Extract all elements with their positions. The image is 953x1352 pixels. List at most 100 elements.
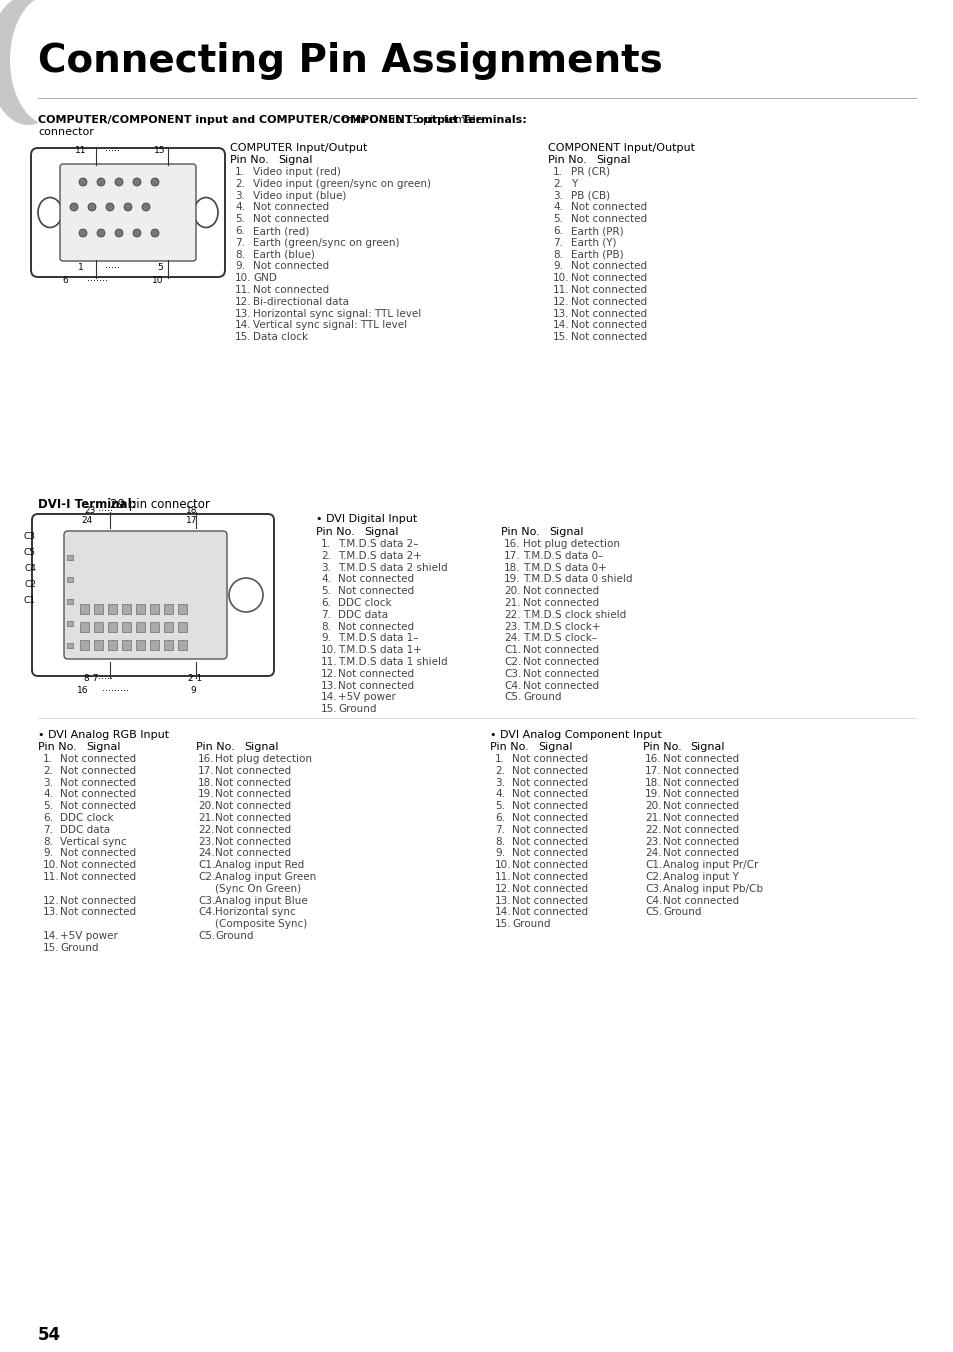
Bar xyxy=(122,622,131,631)
Text: Data clock: Data clock xyxy=(253,333,308,342)
Text: Not connected: Not connected xyxy=(60,802,136,811)
Text: PB (CB): PB (CB) xyxy=(571,191,610,200)
Text: DDC clock: DDC clock xyxy=(60,813,113,823)
Text: Not connected: Not connected xyxy=(337,669,414,679)
Text: Not connected: Not connected xyxy=(214,813,291,823)
Text: 8.: 8. xyxy=(495,837,504,846)
Text: C3: C3 xyxy=(24,531,36,541)
Text: Signal: Signal xyxy=(548,527,583,537)
Text: 11.: 11. xyxy=(43,872,59,882)
Text: Not connected: Not connected xyxy=(662,837,739,846)
Text: Not connected: Not connected xyxy=(512,860,587,871)
Text: Not connected: Not connected xyxy=(60,849,136,859)
Text: 12.: 12. xyxy=(320,669,337,679)
Text: 11.: 11. xyxy=(320,657,337,667)
Text: connector: connector xyxy=(38,127,93,137)
Text: Ground: Ground xyxy=(337,704,376,714)
Ellipse shape xyxy=(193,197,218,227)
Text: 6: 6 xyxy=(62,276,68,285)
Text: Not connected: Not connected xyxy=(512,813,587,823)
Text: Not connected: Not connected xyxy=(662,813,739,823)
Text: 1.: 1. xyxy=(43,754,53,764)
Bar xyxy=(164,639,172,650)
Text: Not connected: Not connected xyxy=(512,837,587,846)
Text: 9.: 9. xyxy=(320,633,331,644)
Text: Earth (green/sync on green): Earth (green/sync on green) xyxy=(253,238,399,247)
Text: (Composite Sync): (Composite Sync) xyxy=(214,919,307,929)
Text: 11.: 11. xyxy=(495,872,511,882)
Text: Ground: Ground xyxy=(214,932,253,941)
Text: 23.: 23. xyxy=(198,837,214,846)
Text: 20.: 20. xyxy=(503,587,520,596)
Bar xyxy=(122,604,131,614)
Text: 6.: 6. xyxy=(320,598,331,608)
Text: 21.: 21. xyxy=(198,813,214,823)
Text: 15: 15 xyxy=(154,146,166,155)
Text: 13.: 13. xyxy=(43,907,59,918)
Text: 2.: 2. xyxy=(43,765,53,776)
Ellipse shape xyxy=(132,178,141,187)
Text: Horizontal sync: Horizontal sync xyxy=(214,907,295,918)
Text: T.M.D.S data 2+: T.M.D.S data 2+ xyxy=(337,550,421,561)
Text: 1.: 1. xyxy=(234,168,245,177)
Ellipse shape xyxy=(151,228,159,237)
Text: Video input (blue): Video input (blue) xyxy=(253,191,346,200)
Text: Earth (PR): Earth (PR) xyxy=(571,226,623,237)
Bar xyxy=(164,604,172,614)
Text: • DVI Analog RGB Input: • DVI Analog RGB Input xyxy=(38,730,169,740)
Text: Not connected: Not connected xyxy=(214,777,291,788)
Text: 15.: 15. xyxy=(495,919,511,929)
Text: 7.: 7. xyxy=(495,825,504,834)
Text: 7.: 7. xyxy=(320,610,331,619)
Text: DDC data: DDC data xyxy=(60,825,110,834)
Text: T.M.D.S data 2–: T.M.D.S data 2– xyxy=(337,539,418,549)
Text: Not connected: Not connected xyxy=(512,802,587,811)
Bar xyxy=(108,622,117,631)
Bar xyxy=(150,604,159,614)
Text: 15.: 15. xyxy=(234,333,252,342)
Text: 16: 16 xyxy=(77,685,89,695)
Text: 16.: 16. xyxy=(198,754,214,764)
Bar xyxy=(67,621,73,626)
Text: 13.: 13. xyxy=(320,680,337,691)
Text: 9.: 9. xyxy=(495,849,504,859)
Ellipse shape xyxy=(115,228,123,237)
Text: ·······: ······· xyxy=(88,276,109,287)
Text: Signal: Signal xyxy=(86,742,120,752)
Bar xyxy=(67,599,73,604)
Text: 2.: 2. xyxy=(320,550,331,561)
Text: Pin No.: Pin No. xyxy=(547,155,586,165)
Text: Ground: Ground xyxy=(60,942,98,953)
Text: Earth (PB): Earth (PB) xyxy=(571,250,623,260)
Ellipse shape xyxy=(106,203,113,211)
Text: Pin No.: Pin No. xyxy=(642,742,681,752)
Text: T.M.D.S clock shield: T.M.D.S clock shield xyxy=(522,610,625,619)
Text: (Sync On Green): (Sync On Green) xyxy=(214,884,301,894)
Text: Pin No.: Pin No. xyxy=(38,742,76,752)
Text: 19.: 19. xyxy=(503,575,520,584)
Text: 10: 10 xyxy=(152,276,164,285)
Text: T.M.D.S data 1+: T.M.D.S data 1+ xyxy=(337,645,421,656)
Text: GND: GND xyxy=(253,273,276,283)
Text: Not connected: Not connected xyxy=(662,754,739,764)
Text: Pin No.: Pin No. xyxy=(490,742,528,752)
Text: Analog input Pr/Cr: Analog input Pr/Cr xyxy=(662,860,758,871)
Text: 18.: 18. xyxy=(503,562,520,573)
Text: 16.: 16. xyxy=(644,754,661,764)
Text: 11.: 11. xyxy=(553,285,569,295)
Ellipse shape xyxy=(97,228,105,237)
Text: 1.: 1. xyxy=(553,168,562,177)
Text: Earth (red): Earth (red) xyxy=(253,226,309,237)
Text: ·····: ····· xyxy=(98,506,113,516)
Text: 4.: 4. xyxy=(553,203,562,212)
Text: 8.: 8. xyxy=(234,250,245,260)
Text: C5: C5 xyxy=(24,548,36,557)
Text: Analog input Green: Analog input Green xyxy=(214,872,315,882)
Ellipse shape xyxy=(115,178,123,187)
Text: Video input (red): Video input (red) xyxy=(253,168,340,177)
Bar xyxy=(94,622,103,631)
Bar xyxy=(67,556,73,560)
Text: 10.: 10. xyxy=(495,860,511,871)
Bar xyxy=(108,639,117,650)
Text: Not connected: Not connected xyxy=(571,320,646,330)
